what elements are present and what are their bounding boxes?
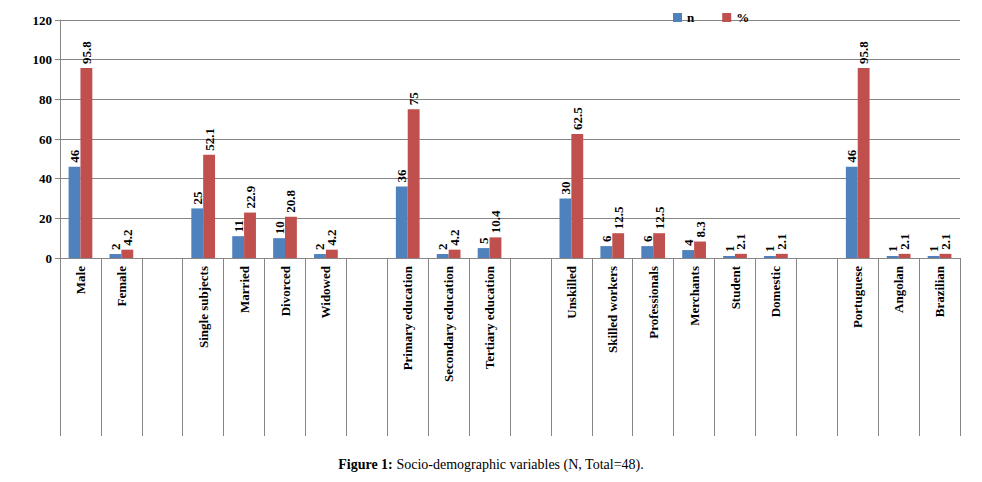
svg-text:Skilled workers: Skilled workers [605, 266, 620, 353]
svg-text:46: 46 [67, 149, 82, 163]
svg-text:62.5: 62.5 [570, 107, 585, 130]
svg-text:100: 100 [33, 52, 53, 67]
svg-text:Socio-demographic variables (N: Socio-demographic variables (N, Total=48… [393, 457, 644, 473]
svg-text:2: 2 [435, 243, 451, 250]
svg-text:60: 60 [39, 132, 52, 147]
svg-text:Unskilled: Unskilled [564, 265, 579, 319]
svg-text:2: 2 [107, 243, 123, 250]
svg-text:6: 6 [640, 235, 655, 242]
svg-text:Portuguese: Portuguese [850, 266, 865, 328]
svg-text:120: 120 [33, 13, 53, 28]
svg-text:80: 80 [39, 92, 52, 107]
svg-text:52.1: 52.1 [202, 128, 217, 151]
svg-text:n: n [687, 10, 695, 25]
svg-text:95.8: 95.8 [856, 41, 871, 64]
svg-text:Domestic: Domestic [768, 266, 783, 317]
svg-text:2.1: 2.1 [733, 234, 748, 250]
svg-text:20: 20 [39, 211, 52, 226]
svg-text:Professionals: Professionals [646, 266, 661, 339]
svg-text:10.4: 10.4 [488, 210, 503, 233]
svg-text:Married: Married [237, 265, 252, 313]
svg-text:Widowed: Widowed [318, 265, 333, 318]
svg-text:Divorced: Divorced [278, 265, 293, 316]
svg-text:2.1: 2.1 [897, 234, 912, 250]
svg-text:30: 30 [558, 182, 573, 195]
svg-text:4.2: 4.2 [120, 229, 135, 245]
svg-text:36: 36 [394, 169, 409, 183]
svg-text:Figure 1:: Figure 1: [338, 457, 393, 472]
svg-text:2: 2 [312, 243, 328, 250]
svg-text:Secondary education: Secondary education [441, 265, 456, 382]
svg-text:2.1: 2.1 [938, 234, 953, 250]
svg-text:5: 5 [476, 237, 491, 244]
svg-text:25: 25 [190, 191, 205, 205]
svg-text:0: 0 [46, 251, 53, 266]
svg-text:1: 1 [721, 245, 737, 252]
svg-text:1: 1 [926, 245, 942, 252]
svg-text:4.2: 4.2 [447, 229, 462, 245]
svg-text:Male: Male [73, 266, 88, 294]
svg-text:Merchants: Merchants [687, 266, 702, 326]
svg-text:22.9: 22.9 [243, 185, 258, 208]
svg-text:%: % [736, 10, 749, 25]
svg-text:Brazilian: Brazilian [932, 265, 947, 317]
svg-text:12.5: 12.5 [611, 206, 626, 229]
svg-text:20.8: 20.8 [283, 189, 298, 212]
svg-text:4: 4 [681, 239, 696, 246]
svg-text:46: 46 [844, 149, 859, 163]
svg-text:6: 6 [599, 235, 614, 242]
svg-text:1: 1 [762, 245, 778, 252]
svg-text:Angolan: Angolan [891, 265, 906, 313]
svg-text:Student: Student [728, 265, 743, 309]
svg-text:Primary education: Primary education [400, 265, 415, 370]
svg-text:1: 1 [885, 245, 901, 252]
svg-text:2.1: 2.1 [774, 234, 789, 250]
svg-text:11: 11 [231, 220, 246, 232]
svg-text:4.2: 4.2 [324, 229, 339, 245]
svg-text:12.5: 12.5 [652, 206, 667, 229]
svg-text:Tertiary education: Tertiary education [482, 265, 497, 369]
svg-text:8.3: 8.3 [693, 221, 708, 238]
svg-text:95.8: 95.8 [79, 41, 94, 64]
svg-text:40: 40 [39, 171, 52, 186]
svg-text:Female: Female [114, 266, 129, 307]
svg-text:Single subjects: Single subjects [196, 266, 211, 348]
svg-text:10: 10 [272, 221, 287, 234]
svg-text:75: 75 [406, 92, 421, 106]
